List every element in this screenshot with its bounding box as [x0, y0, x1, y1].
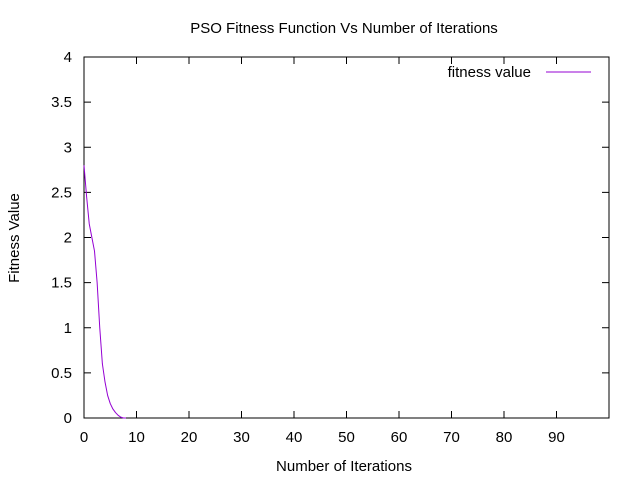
- y-tick-label-7: 3.5: [51, 94, 72, 111]
- legend: fitness value: [448, 64, 591, 81]
- x-tick-label-4: 40: [286, 429, 303, 446]
- series-layer: [83, 165, 126, 419]
- axis-tick-labels: 0 10 20 30 40 50 60 70 80 90 0 0.5 1 1.5 2 2.5 3 3.5 4: [51, 49, 565, 446]
- x-tick-label-1: 10: [128, 429, 145, 446]
- x-tick-label-0: 0: [80, 429, 88, 446]
- x-tick-label-3: 30: [233, 429, 250, 446]
- x-tick-label-5: 50: [338, 429, 355, 446]
- x-tick-label-8: 80: [496, 429, 513, 446]
- x-tick-label-2: 20: [181, 429, 198, 446]
- y-tick-label-0: 0: [64, 410, 72, 427]
- axis-ticks: [83, 56, 609, 419]
- chart-title: PSO Fitness Function Vs Number of Iterat…: [190, 20, 498, 37]
- x-tick-label-6: 60: [391, 429, 408, 446]
- y-tick-label-8: 4: [64, 49, 72, 66]
- plot-frame: [83, 56, 610, 419]
- y-tick-label-5: 2.5: [51, 184, 72, 201]
- y-tick-label-4: 2: [64, 230, 72, 247]
- x-tick-label-7: 70: [443, 429, 460, 446]
- y-tick-label-1: 0.5: [51, 365, 72, 382]
- y-tick-label-6: 3: [64, 139, 72, 156]
- y-axis-label: Fitness Value: [6, 193, 23, 283]
- y-tick-label-3: 1.5: [51, 275, 72, 292]
- y-tick-label-2: 1: [64, 320, 72, 337]
- x-tick-label-9: 90: [548, 429, 565, 446]
- series-line-0: [83, 165, 126, 419]
- legend-label: fitness value: [448, 64, 531, 81]
- x-axis-label: Number of Iterations: [276, 458, 412, 475]
